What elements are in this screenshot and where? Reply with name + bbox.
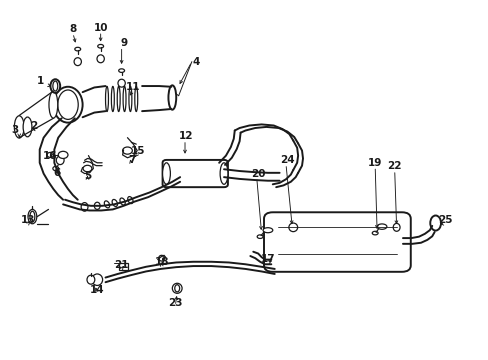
Text: 11: 11 bbox=[126, 82, 140, 93]
Text: 20: 20 bbox=[250, 168, 265, 179]
Text: 7: 7 bbox=[128, 155, 136, 165]
Circle shape bbox=[83, 165, 92, 172]
Ellipse shape bbox=[288, 223, 297, 231]
Text: 8: 8 bbox=[69, 24, 76, 35]
Text: 16: 16 bbox=[43, 150, 58, 161]
Ellipse shape bbox=[376, 224, 386, 229]
Ellipse shape bbox=[174, 285, 179, 292]
Text: 19: 19 bbox=[367, 158, 382, 168]
Circle shape bbox=[122, 147, 132, 154]
Ellipse shape bbox=[257, 235, 263, 238]
Text: 23: 23 bbox=[168, 298, 182, 308]
Text: 3: 3 bbox=[12, 125, 19, 135]
Text: 17: 17 bbox=[260, 254, 275, 264]
Ellipse shape bbox=[371, 231, 377, 235]
Text: 24: 24 bbox=[280, 155, 294, 165]
Ellipse shape bbox=[220, 163, 227, 184]
Ellipse shape bbox=[172, 283, 182, 293]
Text: 21: 21 bbox=[114, 260, 129, 270]
Ellipse shape bbox=[98, 44, 103, 48]
Ellipse shape bbox=[28, 210, 37, 224]
Ellipse shape bbox=[47, 152, 54, 157]
Ellipse shape bbox=[162, 163, 170, 184]
Text: 18: 18 bbox=[154, 257, 168, 267]
FancyBboxPatch shape bbox=[162, 160, 227, 187]
Circle shape bbox=[53, 166, 59, 171]
Ellipse shape bbox=[81, 203, 88, 211]
Text: 2: 2 bbox=[30, 121, 38, 131]
Text: 6: 6 bbox=[53, 168, 61, 178]
Text: 15: 15 bbox=[131, 145, 145, 156]
Text: 9: 9 bbox=[120, 38, 127, 48]
Ellipse shape bbox=[14, 116, 24, 138]
Circle shape bbox=[58, 151, 68, 158]
Ellipse shape bbox=[50, 79, 60, 93]
Ellipse shape bbox=[49, 91, 58, 118]
Ellipse shape bbox=[118, 79, 125, 87]
Ellipse shape bbox=[97, 55, 104, 63]
Ellipse shape bbox=[168, 85, 176, 110]
Text: 22: 22 bbox=[386, 161, 401, 171]
Text: 12: 12 bbox=[179, 131, 193, 141]
Text: 10: 10 bbox=[93, 23, 108, 33]
Text: 5: 5 bbox=[84, 171, 91, 181]
Ellipse shape bbox=[56, 156, 64, 165]
Text: 4: 4 bbox=[192, 57, 199, 67]
Ellipse shape bbox=[94, 202, 100, 210]
Ellipse shape bbox=[30, 211, 35, 222]
Ellipse shape bbox=[53, 81, 58, 91]
Bar bbox=[119, 263, 128, 270]
Text: 13: 13 bbox=[20, 215, 35, 225]
Ellipse shape bbox=[74, 58, 81, 66]
Ellipse shape bbox=[75, 47, 81, 51]
Ellipse shape bbox=[23, 117, 32, 137]
Text: 14: 14 bbox=[89, 285, 104, 296]
Ellipse shape bbox=[429, 216, 440, 230]
Ellipse shape bbox=[119, 69, 124, 72]
Text: 1: 1 bbox=[37, 76, 44, 86]
Ellipse shape bbox=[92, 274, 102, 285]
Text: 25: 25 bbox=[437, 215, 452, 225]
Ellipse shape bbox=[53, 87, 82, 123]
Ellipse shape bbox=[87, 275, 95, 284]
Ellipse shape bbox=[263, 228, 272, 233]
Ellipse shape bbox=[158, 255, 164, 261]
Ellipse shape bbox=[58, 90, 78, 120]
Ellipse shape bbox=[392, 224, 399, 231]
FancyBboxPatch shape bbox=[264, 212, 410, 272]
